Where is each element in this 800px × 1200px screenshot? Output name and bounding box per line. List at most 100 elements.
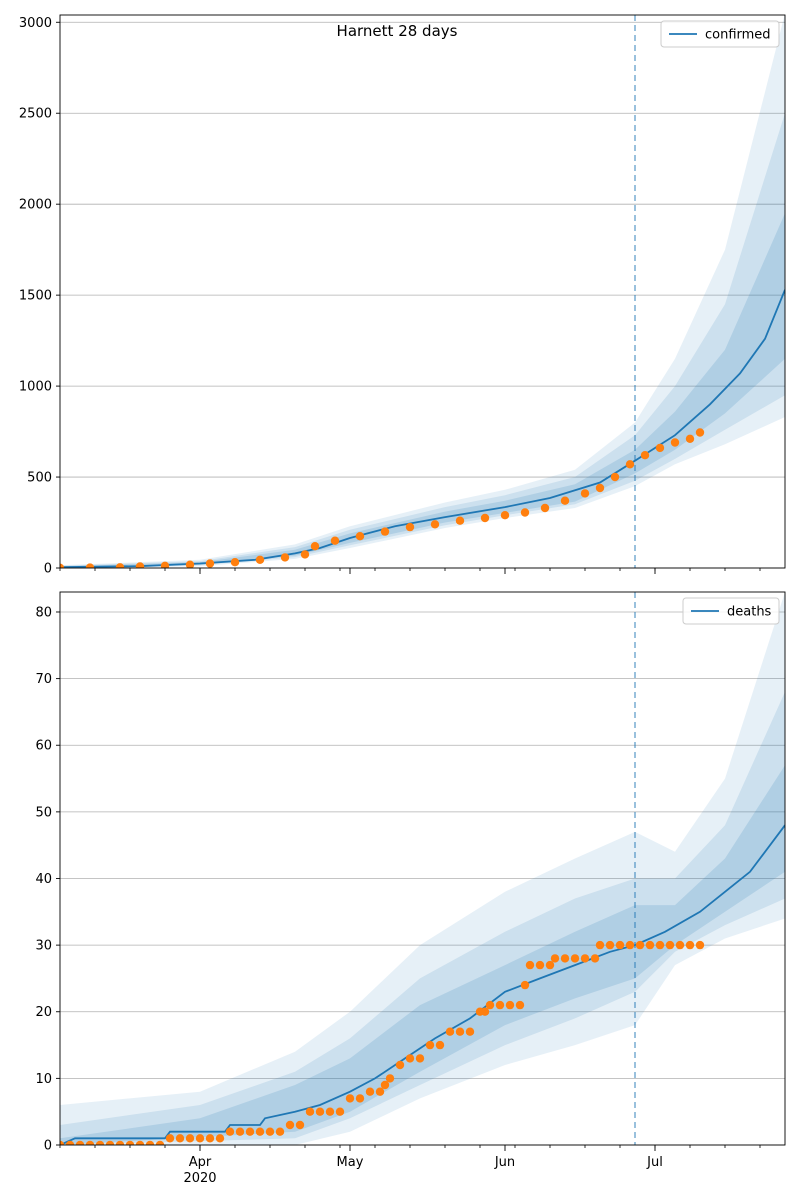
- observed-point: [185, 1134, 195, 1143]
- observed-point: [60, 1140, 65, 1145]
- y-tick-label: 2500: [19, 107, 52, 122]
- y-tick-label: 1000: [19, 380, 52, 395]
- observed-point: [670, 438, 680, 447]
- observed-point: [355, 532, 365, 541]
- observed-point: [185, 560, 195, 568]
- y-tick-label: 20: [35, 1005, 52, 1020]
- x-year-label: 2020: [183, 1171, 216, 1186]
- axes-frame: [59, 591, 786, 1146]
- observed-point: [625, 460, 635, 469]
- observed-point: [75, 1140, 85, 1145]
- observed-point: [610, 472, 620, 482]
- uncertainty-band: [60, 15, 785, 568]
- observed-point: [435, 1040, 445, 1050]
- observed-point: [325, 1107, 335, 1116]
- legend: confirmed: [660, 20, 780, 48]
- plot-area: [60, 15, 785, 568]
- observed-point: [590, 954, 600, 963]
- observed-point: [535, 960, 545, 970]
- observed-point: [570, 954, 580, 963]
- observed-point: [540, 503, 550, 513]
- observed-point: [85, 563, 95, 568]
- observed-point: [415, 1054, 425, 1063]
- x-tick-label: May: [337, 1155, 364, 1170]
- observed-point: [155, 1140, 165, 1145]
- observed-point: [230, 558, 240, 567]
- observed-point: [685, 434, 695, 443]
- legend-label: confirmed: [705, 28, 771, 43]
- plot-area: [60, 592, 785, 1145]
- uncertainty-band: [60, 765, 785, 1145]
- observed-point: [125, 1140, 135, 1145]
- observed-point: [115, 563, 125, 568]
- observed-point: [175, 1134, 185, 1143]
- x-tick-label: Apr: [189, 1155, 212, 1170]
- observed-point: [160, 561, 170, 568]
- observed-point: [195, 1134, 205, 1143]
- observed-point: [485, 1000, 495, 1010]
- observed-point: [640, 451, 650, 460]
- observed-point: [355, 1094, 365, 1103]
- observed-point: [525, 960, 535, 970]
- uncertainty-band: [60, 691, 785, 1145]
- observed-point: [145, 1140, 155, 1145]
- observed-point: [235, 1127, 245, 1136]
- observed-point: [335, 1107, 345, 1116]
- observed-point: [615, 940, 625, 950]
- observed-point: [695, 940, 705, 950]
- observed-point: [85, 1140, 95, 1145]
- y-tick-label: 80: [35, 605, 52, 620]
- observed-point: [480, 1007, 490, 1016]
- observed-point: [385, 1074, 395, 1083]
- observed-point: [545, 960, 555, 970]
- observed-point: [405, 1054, 415, 1063]
- observed-point: [560, 954, 570, 963]
- observed-point: [135, 562, 145, 568]
- y-tick-label: 2000: [19, 198, 52, 213]
- observed-point: [655, 940, 665, 950]
- observed-point: [655, 443, 665, 453]
- y-tick-label: 30: [35, 939, 52, 954]
- y-tick-label: 500: [27, 471, 52, 486]
- legend: deaths: [682, 597, 780, 625]
- observed-point: [550, 954, 560, 963]
- observed-point: [645, 940, 655, 950]
- observed-point: [625, 940, 635, 950]
- observed-point: [560, 496, 570, 505]
- observed-point: [505, 1000, 515, 1010]
- legend-box: [682, 597, 780, 625]
- observed-point: [280, 553, 290, 562]
- observed-point: [265, 1127, 275, 1136]
- y-tick-label: 1500: [19, 289, 52, 304]
- observed-point: [65, 1140, 75, 1145]
- observed-point: [375, 1087, 385, 1096]
- observed-point: [95, 1140, 105, 1145]
- uncertainty-band: [60, 113, 785, 568]
- y-tick-label: 3000: [19, 16, 52, 31]
- x-tick-label: Jun: [494, 1155, 515, 1170]
- observed-point: [520, 508, 530, 517]
- model-median-line: [60, 824, 785, 1145]
- legend-box: [660, 20, 780, 48]
- observed-point: [465, 1027, 475, 1036]
- model-median-line: [60, 289, 785, 568]
- confirmed-panel: 0 500 1000 1500 2000 2500 3000 confirmed: [19, 14, 786, 577]
- observed-point: [580, 954, 590, 963]
- observed-point: [245, 1127, 255, 1136]
- observed-point: [60, 563, 65, 568]
- y-tick-label: 0: [44, 562, 52, 577]
- observed-point: [310, 542, 320, 551]
- observed-point: [395, 1060, 405, 1070]
- deaths-panel: 0 10 20 30 40 50 60 70 80 Apr May Jun Jul 2020 deaths: [35, 591, 786, 1186]
- observed-point: [305, 1107, 315, 1116]
- observed-point: [605, 940, 615, 950]
- uncertainty-band: [60, 213, 785, 568]
- observed-point: [685, 940, 695, 950]
- axes-frame: [59, 14, 786, 569]
- observed-point: [135, 1140, 145, 1145]
- observed-point: [215, 1134, 225, 1143]
- observed-point: [500, 511, 510, 520]
- observed-point: [345, 1094, 355, 1103]
- observed-point: [480, 513, 490, 523]
